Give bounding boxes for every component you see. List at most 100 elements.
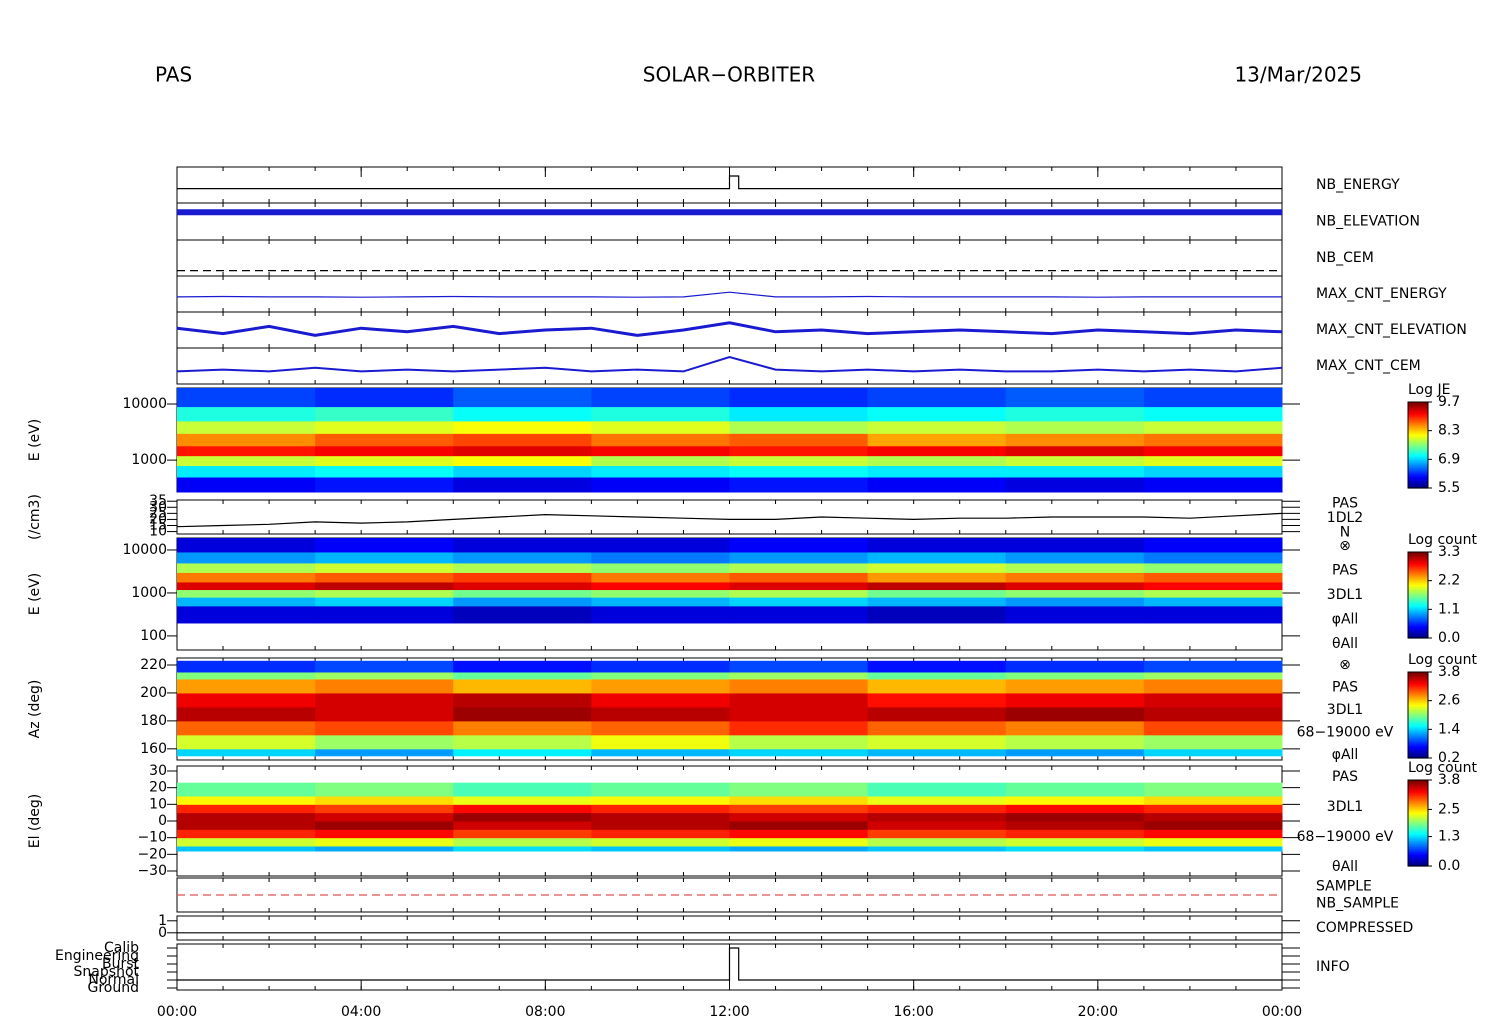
colorbar-tick-label: 1.4: [1438, 721, 1460, 737]
data-line: [176, 291, 1282, 298]
colorbar-swatch: [1408, 622, 1428, 625]
colorbar-swatch: [1408, 858, 1428, 861]
heatmap-cell: [453, 455, 592, 467]
heatmap-cell: [177, 660, 316, 673]
y-axis-label: E (eV): [27, 419, 43, 461]
heatmap-cell: [729, 671, 869, 680]
colorbar-swatch: [1408, 828, 1428, 831]
heatmap-cell: [591, 476, 730, 493]
heatmap-cell: [867, 846, 1007, 852]
colorbar-swatch: [1408, 416, 1428, 419]
heatmap-cell: [315, 692, 454, 708]
colorbar-swatch: [1408, 596, 1428, 599]
heatmap-cell: [729, 406, 869, 422]
colorbar-swatch: [1408, 694, 1428, 697]
heatmap-cell: [1005, 692, 1145, 708]
heatmap-cell: [1005, 734, 1145, 750]
colorbar-swatch: [1408, 804, 1428, 807]
colorbar-tick-label: 2.5: [1438, 801, 1460, 817]
y-tick-label: 1000: [131, 585, 167, 601]
colorbar-swatch: [1408, 580, 1428, 583]
heatmap-cell: [177, 388, 316, 408]
colorbar-swatch: [1408, 402, 1428, 405]
heatmap-cell: [453, 597, 592, 607]
colorbar-swatch: [1408, 842, 1428, 845]
colorbar-swatch: [1408, 610, 1428, 613]
panel-annotation: 68−19000 eV: [1297, 724, 1394, 740]
heatmap-cell: [177, 538, 316, 553]
colorbar-swatch: [1408, 408, 1428, 411]
heatmap-cell: [729, 837, 869, 847]
heatmap-cell: [591, 821, 730, 830]
heatmap-cell: [591, 455, 730, 467]
heatmap-cell: [591, 678, 730, 694]
heatmap-cell: [453, 782, 592, 797]
heatmap-cell: [867, 581, 1007, 591]
heatmap-cell: [453, 406, 592, 422]
colorbar-swatch: [1408, 614, 1428, 617]
colorbar-swatch: [1408, 628, 1428, 631]
heatmap-cell: [1143, 706, 1283, 722]
heatmap-cell: [867, 706, 1007, 722]
colorbar-swatch: [1408, 824, 1428, 827]
heatmap-cell: [315, 837, 454, 847]
heatmap-cell: [1143, 678, 1283, 694]
heatmap-cell: [729, 605, 869, 624]
heatmap-cell: [177, 804, 316, 814]
colorbar-swatch: [1408, 586, 1428, 589]
heatmap-cell: [453, 671, 592, 680]
colorbar-title: Log count: [1408, 532, 1477, 548]
heatmap-cell: [867, 562, 1007, 573]
heatmap-cell: [867, 748, 1007, 757]
heatmap-cell: [315, 406, 454, 422]
heatmap-cell: [591, 420, 730, 434]
panel-annotation: PAS: [1332, 563, 1358, 579]
colorbar-swatch: [1408, 790, 1428, 793]
y-tick-label: 15: [149, 518, 167, 534]
colorbar-swatch: [1408, 830, 1428, 833]
colorbar-swatch: [1408, 562, 1428, 565]
colorbar-swatch: [1408, 620, 1428, 623]
heatmap-cell: [729, 433, 869, 447]
colorbar-swatch: [1408, 572, 1428, 575]
heatmap-cell: [453, 660, 592, 673]
heatmap-cell: [453, 538, 592, 553]
colorbar-swatch: [1408, 632, 1428, 635]
colorbar-swatch: [1408, 732, 1428, 735]
colorbar-swatch: [1408, 436, 1428, 439]
heatmap-cell: [729, 678, 869, 694]
colorbar-swatch: [1408, 832, 1428, 835]
y-tick-label: 30: [149, 499, 167, 515]
colorbar-swatch: [1408, 826, 1428, 829]
heatmap-cell: [315, 671, 454, 680]
panel-label: COMPRESSED: [1316, 920, 1413, 936]
heatmap-cell: [453, 465, 592, 478]
colorbar-swatch: [1408, 750, 1428, 753]
heatmap-cell: [1143, 433, 1283, 447]
heatmap-cell: [453, 706, 592, 722]
panel-label: NB_CEM: [1316, 250, 1374, 266]
y-axis-label: Az (deg): [27, 680, 43, 739]
colorbar-tick-label: 0.2: [1438, 750, 1460, 766]
colorbar-swatch: [1408, 598, 1428, 601]
instrument: PAS: [155, 63, 192, 87]
colorbar-swatch: [1408, 734, 1428, 737]
heatmap-cell: [867, 796, 1007, 805]
mission: SOLAR−ORBITER: [643, 63, 815, 87]
colorbar-swatch: [1408, 468, 1428, 471]
colorbar-swatch: [1408, 680, 1428, 683]
colorbar-swatch: [1408, 444, 1428, 447]
colorbar-swatch: [1408, 590, 1428, 593]
heatmap-cell: [1005, 812, 1145, 822]
colorbar-swatch: [1408, 554, 1428, 557]
heatmap-cell: [453, 572, 592, 583]
panel-annotation: PAS: [1332, 495, 1358, 511]
heatmap-cell: [1005, 660, 1145, 673]
heatmap-cell: [177, 597, 316, 607]
colorbar-swatch: [1408, 442, 1428, 445]
heatmap-cell: [1143, 597, 1283, 607]
colorbar-swatch: [1408, 812, 1428, 815]
data-line: [176, 355, 1283, 373]
heatmap-cell: [1005, 796, 1145, 805]
heatmap-cell: [1005, 476, 1145, 493]
